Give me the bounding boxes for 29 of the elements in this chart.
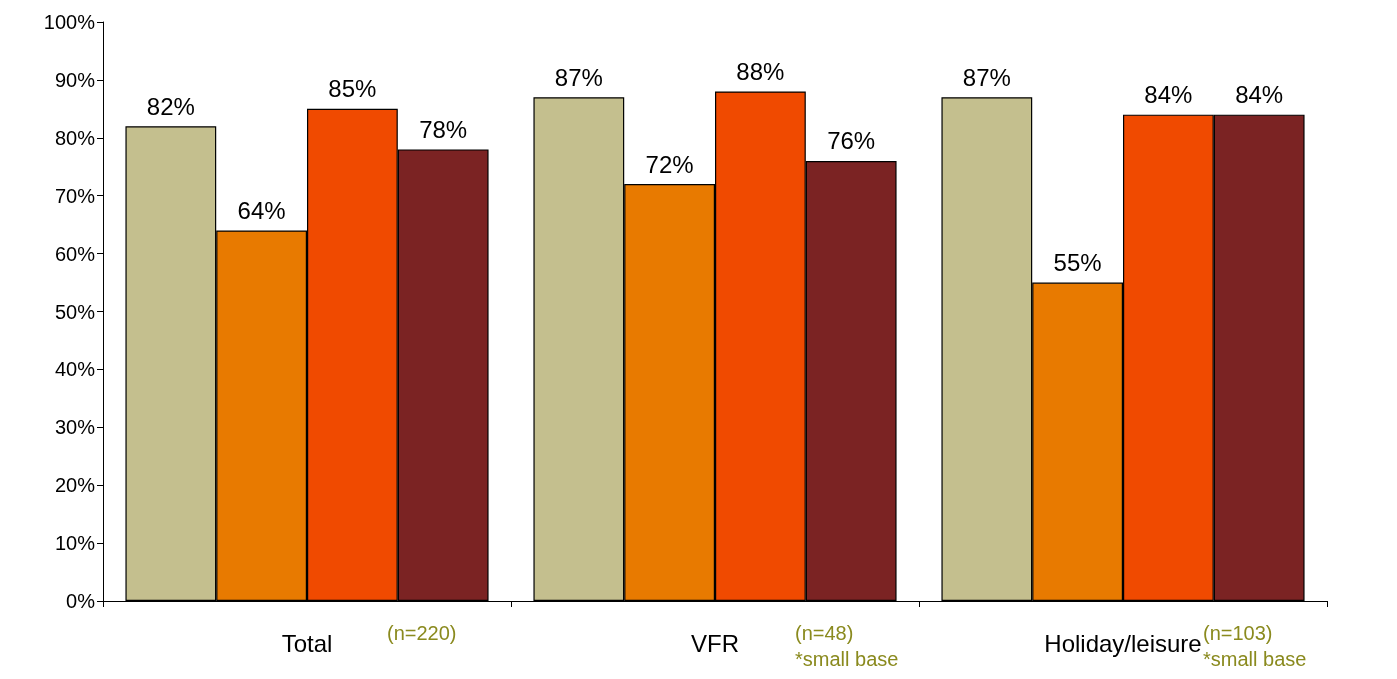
data-label: 82% [146, 92, 195, 120]
data-label: 87% [962, 63, 1011, 91]
data-label: 88% [736, 57, 785, 85]
data-label: 55% [1053, 249, 1102, 277]
data-label: 72% [645, 150, 694, 178]
data-label: 76% [827, 127, 876, 155]
y-tick-label: 50% [54, 300, 96, 323]
x-tick-label: Holiday/leisure [1044, 629, 1202, 657]
y-tick-label: 60% [54, 242, 96, 265]
y-tick-label: 30% [54, 416, 96, 439]
y-tick-label: 70% [54, 184, 96, 207]
data-label: 87% [554, 63, 603, 91]
y-tick-label: 0% [66, 590, 96, 612]
data-label: 84% [1235, 81, 1284, 109]
x-tick-label: VFR [691, 629, 739, 657]
data-label: 85% [328, 75, 377, 103]
y-tick-label: 20% [54, 474, 96, 497]
text: (n=220) [387, 622, 457, 644]
text: (n=103) *small base [1203, 622, 1307, 670]
y-tick-label: 100% [43, 11, 96, 33]
data-label: 84% [1144, 81, 1193, 109]
text: (n=48) *small base [795, 622, 899, 670]
y-tick-label: 90% [54, 68, 96, 91]
x-tick-label: Total [281, 629, 333, 657]
y-tick-label: 40% [54, 358, 96, 381]
y-tick-label: 10% [54, 532, 96, 555]
data-label: 64% [237, 196, 286, 224]
data-label: 78% [419, 115, 468, 143]
y-tick-label: 80% [54, 126, 96, 149]
